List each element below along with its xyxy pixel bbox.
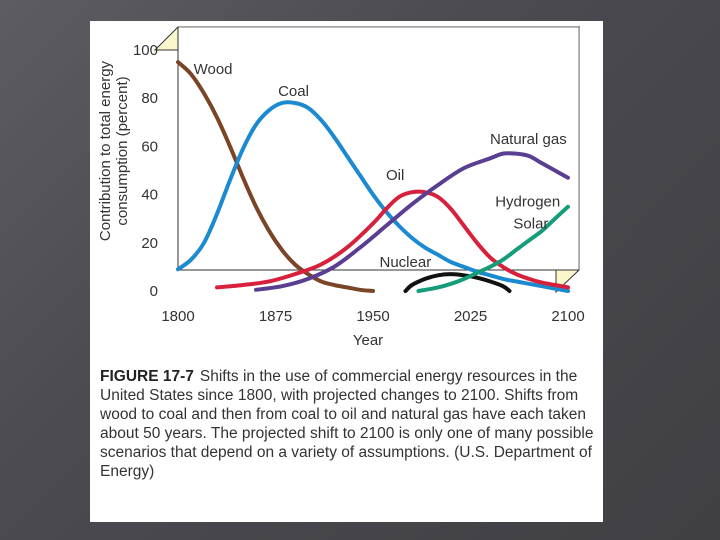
- series-oil-line: [215, 189, 570, 290]
- y-tick-label: 100: [133, 42, 158, 59]
- y-tick-label: 20: [141, 235, 158, 252]
- x-axis-label: Year: [353, 332, 383, 349]
- x-tick-label: 1875: [259, 308, 292, 325]
- series-hydrogen-solar-line: [416, 204, 570, 293]
- y-tick-label: 80: [141, 90, 158, 107]
- figure-label: FIGURE 17-7: [100, 368, 194, 385]
- curve-label-natural-gas: Natural gas: [490, 131, 567, 148]
- x-tick-label: 1800: [161, 308, 194, 325]
- y-tick-label: 60: [141, 138, 158, 155]
- y-axis-label-line-2: consumption (percent): [114, 76, 131, 225]
- series-wood-line: [176, 60, 375, 293]
- y-axis-label-line-1: Contribution to total energy: [97, 60, 114, 241]
- data-series: [176, 60, 570, 293]
- series-natural-gas-line: [254, 151, 570, 292]
- y-tick-labels: 0 20 40 60 80 100: [133, 42, 158, 300]
- curve-label-wood: Wood: [194, 61, 233, 78]
- curve-label-hydrogen: Hydrogen: [495, 194, 560, 211]
- caption-text: Shifts in the use of commercial energy r…: [100, 368, 594, 480]
- figure-caption: FIGURE 17-7 Shifts in the use of commerci…: [100, 367, 595, 481]
- series-coal-line: [176, 100, 570, 293]
- y-tick-label: 0: [150, 283, 158, 300]
- curve-label-oil: Oil: [386, 167, 404, 184]
- curve-labels: Wood Coal Natural gas Oil Hydrogen Solar Nucle…: [194, 61, 567, 271]
- chart: 0 20 40 60 80 100 1800 1875 1950 2025 2100 Wood Co…: [97, 25, 585, 349]
- curve-label-solar: Solar: [513, 215, 548, 232]
- curve-label-coal: Coal: [278, 83, 309, 100]
- x-tick-labels: 1800 1875 1950 2025 2100: [161, 308, 584, 325]
- x-tick-label: 1950: [356, 308, 389, 325]
- x-tick-label: 2100: [551, 308, 584, 325]
- curve-label-nuclear: Nuclear: [380, 254, 432, 271]
- figure-panel: 0 20 40 60 80 100 1800 1875 1950 2025 2100 Wood Co…: [90, 21, 603, 522]
- y-tick-label: 40: [141, 187, 158, 204]
- x-tick-label: 2025: [454, 308, 487, 325]
- series-nuclear-line: [403, 272, 512, 293]
